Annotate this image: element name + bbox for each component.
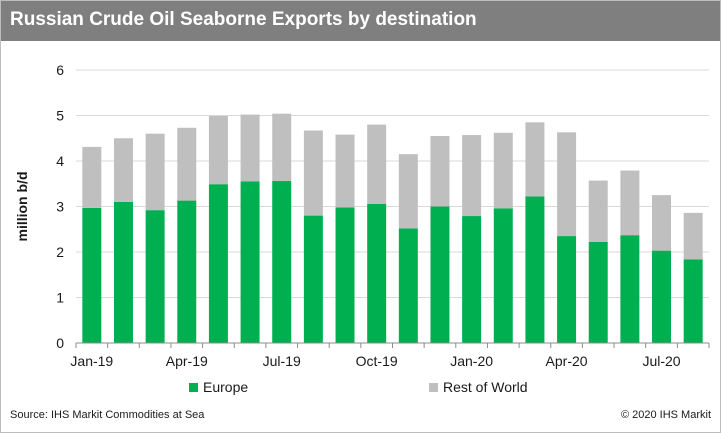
bar-europe xyxy=(620,235,640,343)
bar-rest-of-world xyxy=(398,154,418,229)
bar-europe xyxy=(398,228,418,343)
bar-rest-of-world xyxy=(683,212,703,260)
y-tick-label: 5 xyxy=(56,108,64,124)
y-tick-label: 6 xyxy=(56,62,64,78)
bar-rest-of-world xyxy=(430,135,450,207)
bar-rest-of-world xyxy=(367,124,387,204)
y-tick-label: 2 xyxy=(56,244,64,260)
bar-rest-of-world xyxy=(335,134,355,208)
x-tick-label: Jul-19 xyxy=(263,353,301,369)
bar-europe xyxy=(240,181,260,343)
y-axis-label: million b/d xyxy=(14,172,30,242)
legend-label-rest-of-world: Rest of World xyxy=(443,379,528,395)
bar-rest-of-world xyxy=(462,135,482,217)
bar-europe xyxy=(683,259,703,343)
chart-title: Russian Crude Oil Seaborne Exports by de… xyxy=(10,9,477,30)
bar-rest-of-world xyxy=(208,115,228,185)
bar-rest-of-world xyxy=(82,146,102,208)
x-tick-label: Jan-19 xyxy=(70,353,113,369)
legend-label-europe: Europe xyxy=(203,379,248,395)
x-tick-label: Oct-19 xyxy=(356,353,398,369)
bar-rest-of-world xyxy=(493,132,513,209)
bar-europe xyxy=(493,208,513,343)
bar-europe xyxy=(462,216,482,343)
bar-rest-of-world xyxy=(525,122,545,197)
x-tick-label: Jan-20 xyxy=(450,353,493,369)
bar-europe xyxy=(113,201,133,343)
bar-europe xyxy=(557,236,577,343)
bar-europe xyxy=(303,215,323,343)
bar-rest-of-world xyxy=(240,114,260,182)
bar-europe xyxy=(652,250,672,343)
y-tick-label: 0 xyxy=(56,335,64,351)
bar-europe xyxy=(588,241,608,343)
legend-swatch-rest-of-world xyxy=(429,383,438,392)
y-tick-label: 4 xyxy=(56,153,64,169)
bar-rest-of-world xyxy=(272,113,292,182)
bar-europe xyxy=(367,203,387,343)
title-bar: Russian Crude Oil Seaborne Exports by de… xyxy=(1,1,720,41)
bar-rest-of-world xyxy=(113,138,133,202)
bar-europe xyxy=(430,206,450,343)
y-tick-label: 1 xyxy=(56,290,64,306)
bar-rest-of-world xyxy=(557,132,577,237)
bar-rest-of-world xyxy=(620,170,640,236)
bar-rest-of-world xyxy=(303,130,323,216)
bar-rest-of-world xyxy=(177,127,197,201)
bar-europe xyxy=(335,207,355,343)
bar-europe xyxy=(272,181,292,343)
bar-europe xyxy=(177,200,197,343)
x-tick-label: Apr-19 xyxy=(166,353,208,369)
bar-europe xyxy=(208,184,228,343)
source-note: Source: IHS Markit Commodities at Sea xyxy=(10,409,205,421)
bar-europe xyxy=(145,210,165,343)
x-tick-label: Jul-20 xyxy=(642,353,680,369)
bar-rest-of-world xyxy=(588,180,608,242)
bar-rest-of-world xyxy=(145,133,165,211)
copyright-note: © 2020 IHS Markit xyxy=(620,409,711,421)
bar-rest-of-world xyxy=(652,195,672,251)
y-tick-label: 3 xyxy=(56,199,64,215)
x-tick-label: Apr-20 xyxy=(546,353,588,369)
bar-europe xyxy=(82,207,102,343)
legend-swatch-europe xyxy=(189,383,198,392)
bar-europe xyxy=(525,196,545,343)
